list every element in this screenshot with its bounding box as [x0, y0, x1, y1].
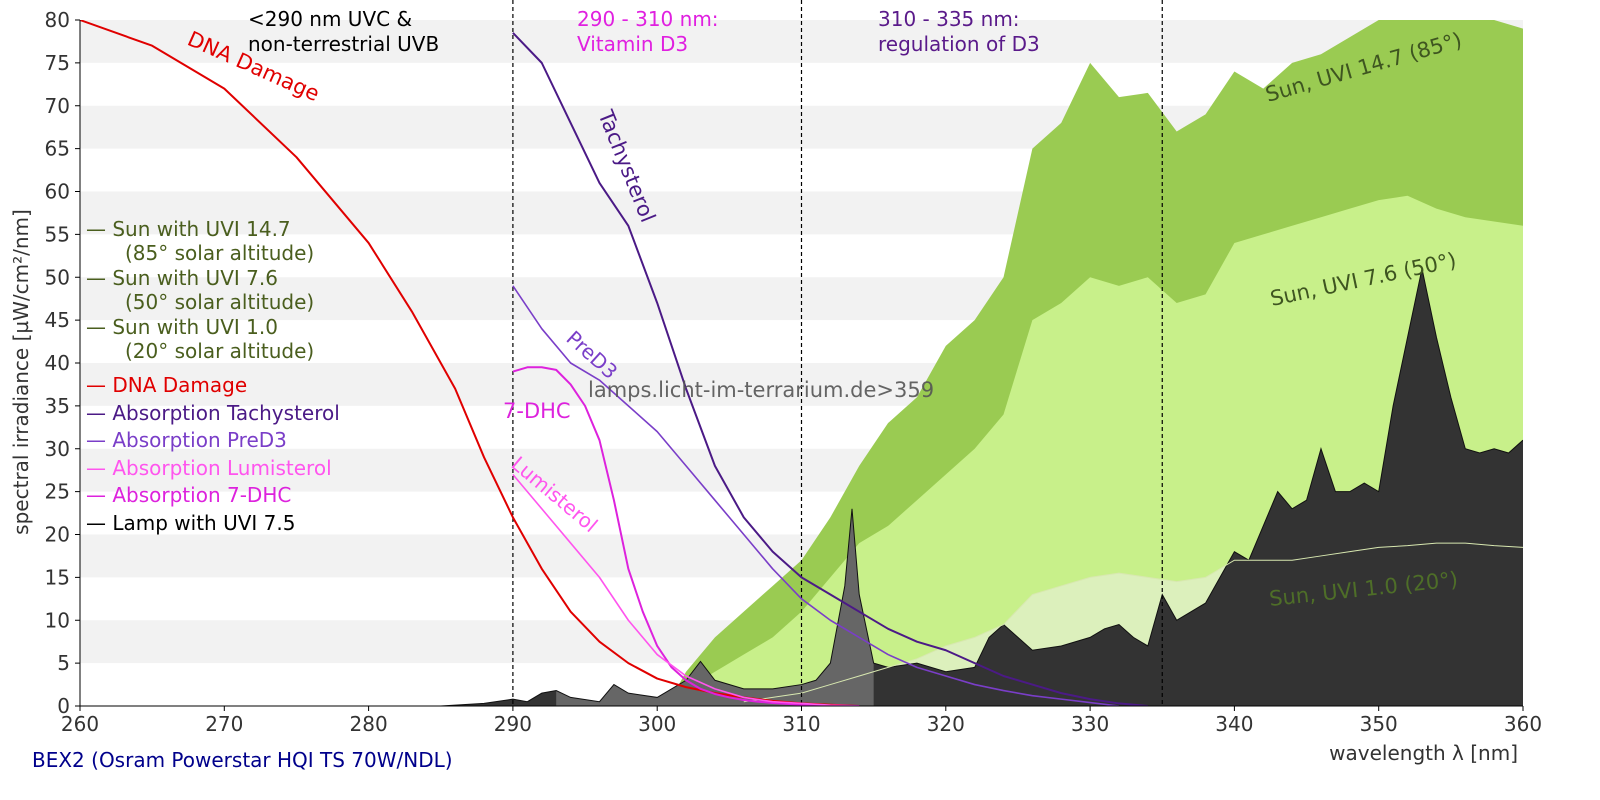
y-tick-label: 45 [45, 308, 70, 332]
y-tick-label: 0 [57, 694, 70, 718]
region-label: <290 nm UVC & [248, 7, 412, 31]
x-tick-label: 280 [350, 712, 388, 736]
x-tick-label: 290 [494, 712, 532, 736]
y-tick-label: 35 [45, 394, 70, 418]
y-tick-label: 15 [45, 565, 70, 589]
region-label: Vitamin D3 [577, 32, 688, 56]
x-tick-label: 340 [1215, 712, 1253, 736]
y-tick-label: 55 [45, 222, 70, 246]
lamp-shading [80, 268, 1523, 706]
curve-tachysterol [512, 32, 1148, 706]
y-axis-label: spectral irradiance [µW/cm²/nm] [9, 209, 33, 535]
lamp-outline [80, 268, 1523, 706]
y-tick-label: 70 [45, 94, 70, 118]
region-label: regulation of D3 [878, 32, 1040, 56]
legend-entry: — Absorption Lumisterol [86, 456, 332, 480]
region-lines [512, 0, 1163, 706]
legend-entry: — Lamp with UVI 7.5 [86, 511, 295, 535]
y-tick-label: 20 [45, 523, 70, 547]
curve-7-dhc [512, 366, 860, 706]
x-axis-label: wavelength λ [nm] [1329, 741, 1518, 765]
annotation: 7-DHC [503, 399, 571, 423]
sun-uvi-1-line [743, 542, 1523, 703]
region-label: 290 - 310 nm: [577, 7, 719, 31]
x-tick-label: 300 [638, 712, 676, 736]
axes: 0 5 10 15 20 25 30 35 40 45 50 55 60 65 70 75 80 260 270 28… [45, 8, 1543, 736]
legend-entry: — Sun with UVI 7.6 [86, 266, 278, 290]
legend-entry: (85° solar altitude) [125, 241, 314, 265]
y-tick-label: 25 [45, 480, 70, 504]
y-tick-label: 5 [57, 651, 70, 675]
footer-lamp-name: BEX2 (Osram Powerstar HQI TS 70W/NDL) [32, 748, 453, 772]
legend-entry: (50° solar altitude) [125, 290, 314, 314]
x-tick-label: 260 [61, 712, 99, 736]
lamp-area-short-wave [556, 508, 874, 706]
region-label: non-terrestrial UVB [248, 32, 439, 56]
watermark: lamps.licht-im-terrarium.de>359 [588, 378, 934, 402]
legend-entry: — Absorption 7-DHC [86, 483, 291, 507]
legend-entry: — Sun with UVI 1.0 [86, 315, 278, 339]
region-label: 310 - 335 nm: [878, 7, 1020, 31]
x-tick-label: 310 [782, 712, 820, 736]
x-tick-label: 350 [1360, 712, 1398, 736]
x-tick-label: 330 [1071, 712, 1109, 736]
x-tick-label: 360 [1504, 712, 1542, 736]
legend-entry: (20° solar altitude) [125, 339, 314, 363]
legend-entry: — Absorption PreD3 [86, 428, 287, 452]
curve-pred3 [512, 285, 1120, 706]
y-tick-label: 30 [45, 437, 70, 461]
y-tick-label: 10 [45, 608, 70, 632]
legend-entry: — DNA Damage [86, 373, 247, 397]
y-tick-label: 50 [45, 265, 70, 289]
grid-band [80, 20, 1523, 63]
y-tick-label: 60 [45, 180, 70, 204]
absorption-curves [80, 20, 1148, 706]
legend-entry: — Absorption Tachysterol [86, 401, 340, 425]
y-tick-label: 80 [45, 8, 70, 32]
legend-entry: — Sun with UVI 14.7 [86, 217, 291, 241]
curve-lumisterol [512, 473, 860, 706]
y-tick-label: 65 [45, 137, 70, 161]
x-tick-label: 270 [205, 712, 243, 736]
y-tick-label: 75 [45, 51, 70, 75]
x-tick-label: 320 [927, 712, 965, 736]
y-tick-label: 40 [45, 351, 70, 375]
